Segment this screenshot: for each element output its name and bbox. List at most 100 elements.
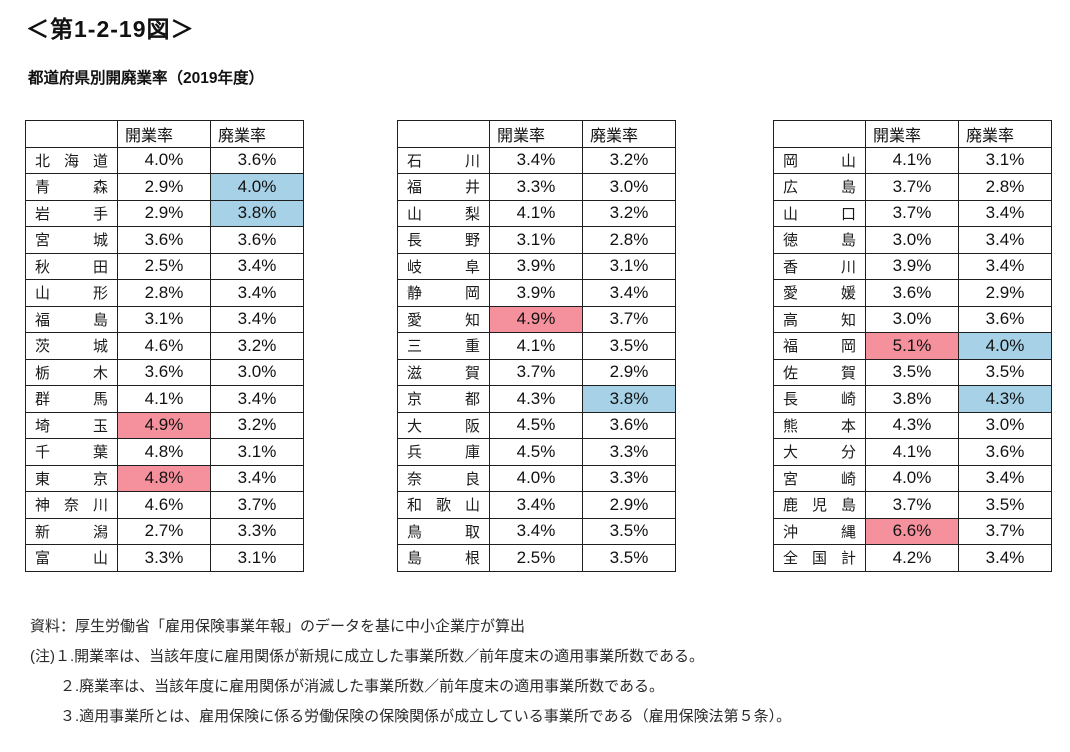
prefecture-name-cell: 香川 [773, 252, 866, 280]
prefecture-name: 千葉 [35, 444, 108, 462]
table-body: 石川 3.4% 3.2% 福井 3.3% 3.0% 山梨 4.1% 3.2% 長… [397, 146, 676, 572]
table-row: 兵庫 4.5% 3.3% [397, 438, 676, 466]
table-row: 京都 4.3% 3.8% [397, 385, 676, 413]
prefecture-name-cell: 京都 [397, 385, 490, 413]
prefecture-name: 愛媛 [783, 285, 856, 303]
table-row: 山形 2.8% 3.4% [25, 279, 304, 307]
prefecture-name: 滋賀 [407, 364, 480, 382]
opening-rate-cell: 3.9% [489, 252, 583, 280]
prefecture-name-cell: 滋賀 [397, 358, 490, 386]
closing-rate-cell: 3.1% [958, 146, 1052, 174]
prefecture-name-cell: 徳島 [773, 226, 866, 254]
closing-rate-header: 廃業率 [958, 120, 1052, 148]
opening-rate-cell: 4.0% [865, 464, 959, 492]
opening-rate-cell: 3.3% [489, 173, 583, 201]
opening-rate-cell: 3.0% [865, 305, 959, 333]
opening-rate-header: 開業率 [865, 120, 959, 148]
prefecture-name-cell: 鳥取 [397, 517, 490, 545]
table-row: 福岡 5.1% 4.0% [773, 332, 1052, 360]
table-row: 青森 2.9% 4.0% [25, 173, 304, 201]
closing-rate-cell: 3.4% [958, 252, 1052, 280]
prefecture-name: 山形 [35, 285, 108, 303]
prefecture-name: 新潟 [35, 523, 108, 541]
opening-rate-cell: 2.9% [117, 199, 211, 227]
closing-rate-cell: 3.4% [958, 199, 1052, 227]
prefecture-name-cell: 佐賀 [773, 358, 866, 386]
closing-rate-cell: 3.2% [210, 332, 304, 360]
table-row: 鳥取 3.4% 3.5% [397, 517, 676, 545]
source-note: 資料：厚生労働省「雇用保険事業年報」のデータを基に中小企業庁が算出 [30, 617, 526, 635]
table-row: 富山 3.3% 3.1% [25, 544, 304, 572]
prefecture-name: 青森 [35, 179, 108, 197]
opening-rate-cell: 4.1% [865, 438, 959, 466]
prefecture-name: 静岡 [407, 285, 480, 303]
table-row: 香川 3.9% 3.4% [773, 252, 1052, 280]
table-row: 佐賀 3.5% 3.5% [773, 358, 1052, 386]
prefecture-name: 東京 [35, 470, 108, 488]
closing-rate-cell: 3.7% [582, 305, 676, 333]
prefecture-name-cell: 秋田 [25, 252, 118, 280]
prefecture-name: 愛知 [407, 311, 480, 329]
opening-rate-cell: 2.8% [117, 279, 211, 307]
opening-rate-cell: 4.3% [865, 411, 959, 439]
prefecture-name-cell: 新潟 [25, 517, 118, 545]
opening-rate-cell: 3.7% [865, 199, 959, 227]
empty-header-cell [397, 120, 490, 148]
table-row: 岩手 2.9% 3.8% [25, 199, 304, 227]
table-row: 石川 3.4% 3.2% [397, 146, 676, 174]
prefecture-name-cell: 青森 [25, 173, 118, 201]
closing-rate-cell: 3.4% [958, 226, 1052, 254]
closing-rate-cell: 3.6% [210, 146, 304, 174]
prefecture-name-cell: 兵庫 [397, 438, 490, 466]
table-body: 岡山 4.1% 3.1% 広島 3.7% 2.8% 山口 3.7% 3.4% 徳… [773, 146, 1052, 572]
table-row: 宮崎 4.0% 3.4% [773, 464, 1052, 492]
prefecture-name-cell: 宮崎 [773, 464, 866, 492]
opening-rate-cell: 2.9% [117, 173, 211, 201]
table-row: 島根 2.5% 3.5% [397, 544, 676, 572]
prefecture-name: 石川 [407, 152, 480, 170]
table-row: 栃木 3.6% 3.0% [25, 358, 304, 386]
prefecture-name-cell: 岐阜 [397, 252, 490, 280]
figure-title: 都道府県別開廃業率（2019年度） [28, 70, 264, 87]
prefecture-name-cell: 山形 [25, 279, 118, 307]
table-body: 北海道 4.0% 3.6% 青森 2.9% 4.0% 岩手 2.9% 3.8% … [25, 146, 304, 572]
closing-rate-cell: 4.0% [958, 332, 1052, 360]
prefecture-name: 大阪 [407, 417, 480, 435]
table-row: 熊本 4.3% 3.0% [773, 411, 1052, 439]
prefecture-name-cell: 山口 [773, 199, 866, 227]
prefecture-name-cell: 茨城 [25, 332, 118, 360]
table-row: 愛知 4.9% 3.7% [397, 305, 676, 333]
prefecture-name: 三重 [407, 338, 480, 356]
prefecture-name: 和歌山 [407, 497, 480, 515]
table-row: 山口 3.7% 3.4% [773, 199, 1052, 227]
opening-rate-header: 開業率 [117, 120, 211, 148]
table-row: 和歌山 3.4% 2.9% [397, 491, 676, 519]
closing-rate-cell: 2.9% [582, 491, 676, 519]
prefecture-name-cell: 奈良 [397, 464, 490, 492]
prefecture-name: 岐阜 [407, 258, 480, 276]
opening-rate-header: 開業率 [489, 120, 583, 148]
opening-rate-cell: 3.6% [117, 226, 211, 254]
opening-rate-cell: 3.3% [117, 544, 211, 572]
closing-rate-cell: 3.4% [210, 279, 304, 307]
prefecture-name-cell: 高知 [773, 305, 866, 333]
prefecture-name: 神奈川 [35, 497, 108, 515]
prefecture-name-cell: 熊本 [773, 411, 866, 439]
prefecture-name: 富山 [35, 550, 108, 568]
prefecture-name: 山梨 [407, 205, 480, 223]
prefecture-name-cell: 富山 [25, 544, 118, 572]
prefecture-name: 北海道 [35, 152, 108, 170]
closing-rate-cell: 3.0% [210, 358, 304, 386]
opening-rate-cell: 3.9% [489, 279, 583, 307]
opening-rate-cell: 4.6% [117, 332, 211, 360]
closing-rate-header: 廃業率 [210, 120, 304, 148]
closing-rate-cell: 3.2% [210, 411, 304, 439]
prefecture-name-cell: 沖縄 [773, 517, 866, 545]
table-row: 新潟 2.7% 3.3% [25, 517, 304, 545]
prefecture-name: 岩手 [35, 205, 108, 223]
table-row: 北海道 4.0% 3.6% [25, 146, 304, 174]
prefecture-name-cell: 宮城 [25, 226, 118, 254]
figure-page: ＜第1-2-19図＞ 都道府県別開廃業率（2019年度） 開業率 廃業率 北海道… [0, 10, 1070, 752]
prefecture-name-cell: 静岡 [397, 279, 490, 307]
prefecture-name: 茨城 [35, 338, 108, 356]
